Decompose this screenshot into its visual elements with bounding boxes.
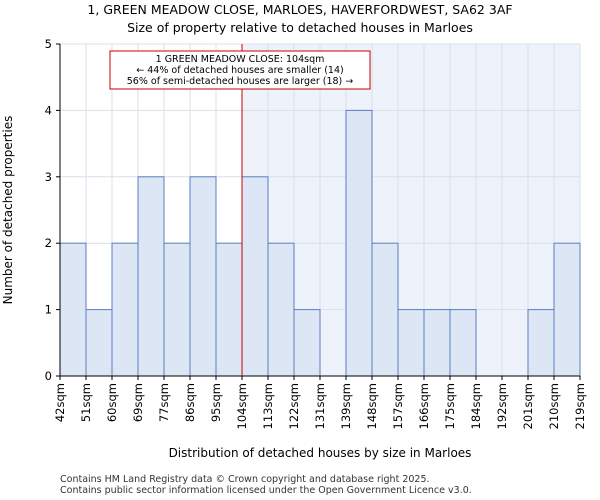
footer-copyright: Contains HM Land Registry data © Crown c… <box>60 474 430 485</box>
y-axis-label: Number of detached properties <box>1 116 15 305</box>
footer-licence: Contains public sector information licen… <box>60 485 472 496</box>
x-tick-label: 131sqm <box>313 383 327 429</box>
bar-157sqm <box>397 309 425 377</box>
y-tick-label: 5 <box>45 37 52 51</box>
bar-148sqm <box>371 242 399 377</box>
bar-86sqm <box>189 176 217 377</box>
y-tick-label: 2 <box>45 236 52 250</box>
annotation-line: 1 GREEN MEADOW CLOSE: 104sqm <box>156 54 325 65</box>
x-tick-label: 139sqm <box>339 383 353 429</box>
annotation-line: ← 44% of detached houses are smaller (14… <box>136 65 343 76</box>
y-tick-label: 1 <box>45 303 52 317</box>
x-axis-label: Distribution of detached houses by size … <box>169 446 472 460</box>
bar-42sqm <box>59 242 87 377</box>
bar-51sqm <box>85 309 113 377</box>
bar-95sqm <box>215 242 243 377</box>
y-tick-label: 0 <box>45 369 52 383</box>
x-tick-label: 86sqm <box>183 383 197 422</box>
chart-title: Size of property relative to detached ho… <box>127 20 473 35</box>
bar-77sqm <box>163 242 191 377</box>
annotation-box <box>109 50 371 90</box>
x-tick-label: 69sqm <box>131 383 145 422</box>
bar-60sqm <box>111 242 139 377</box>
annotation-line: 56% of semi-detached houses are larger (… <box>127 76 354 87</box>
x-tick-label: 122sqm <box>287 383 301 429</box>
x-tick-label: 104sqm <box>235 383 249 429</box>
bar-122sqm <box>293 309 321 377</box>
x-tick-label: 148sqm <box>365 383 379 429</box>
x-tick-label: 166sqm <box>417 383 431 429</box>
y-tick-label: 4 <box>45 103 52 117</box>
x-tick-label: 219sqm <box>573 383 587 429</box>
y-tick-label: 3 <box>45 170 52 184</box>
x-tick-label: 95sqm <box>209 383 223 422</box>
x-tick-label: 42sqm <box>53 383 67 422</box>
x-tick-label: 184sqm <box>469 383 483 429</box>
x-tick-label: 201sqm <box>521 383 535 429</box>
bar-210sqm <box>553 242 581 377</box>
bar-201sqm <box>527 309 555 377</box>
x-tick-label: 192sqm <box>495 383 509 429</box>
chart-title-address: 1, GREEN MEADOW CLOSE, MARLOES, HAVERFOR… <box>87 2 513 17</box>
x-tick-label: 77sqm <box>157 383 171 422</box>
bar-104sqm <box>241 176 269 377</box>
x-tick-label: 175sqm <box>443 383 457 429</box>
x-tick-label: 157sqm <box>391 383 405 429</box>
bar-139sqm <box>345 109 373 377</box>
x-tick-label: 60sqm <box>105 383 119 422</box>
bar-166sqm <box>423 309 451 377</box>
bar-175sqm <box>449 309 477 377</box>
x-tick-label: 210sqm <box>547 383 561 429</box>
bar-69sqm <box>137 176 165 377</box>
bar-113sqm <box>267 242 295 377</box>
x-tick-label: 51sqm <box>79 383 93 422</box>
x-tick-label: 113sqm <box>261 383 275 429</box>
